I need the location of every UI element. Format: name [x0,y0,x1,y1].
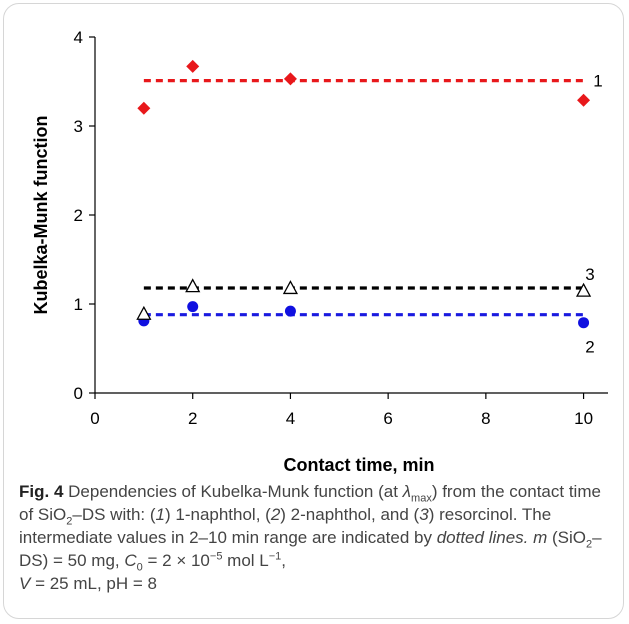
data-point-series-1 [577,93,591,107]
data-point-series-1 [137,101,151,115]
data-point-series-3 [185,278,201,293]
x-tick-label: 2 [188,409,197,428]
mean-lines [143,79,584,317]
data-point-series-1 [283,72,297,86]
data-point-series-3 [575,282,592,297]
y-tick-label: 0 [74,384,83,403]
labels: 1 2 3 [585,72,602,357]
figure-label: Fig. 4 [19,482,64,501]
y-tick-label: 1 [74,295,83,314]
figure-frame [3,3,624,619]
x-tick-label: 10 [574,409,593,428]
data-point-series-2 [578,317,590,329]
x-axis-title: Contact time, min [283,455,434,475]
figure-caption: Fig. 4 Dependencies of Kubelka-Munk func… [19,482,602,593]
x-tick-label: 6 [383,409,392,428]
markers [136,59,592,329]
y-tick-label: 4 [74,28,83,47]
x-tick-label: 4 [286,409,295,428]
series-label-3: 3 [585,265,594,284]
data-point-series-2 [187,301,199,313]
data-point-series-3 [282,280,299,295]
series-label-2: 2 [585,338,594,357]
data-point-series-1 [186,59,200,73]
series-label-1: 1 [593,72,602,91]
x-tick-label: 0 [90,409,99,428]
x-tick-label: 8 [481,409,490,428]
y-tick-label: 3 [74,117,83,136]
y-tick-label: 2 [74,206,83,225]
y-axis-title: Kubelka-Munk function [31,116,51,315]
data-point-series-2 [284,305,296,317]
axes: 0 1 2 3 4 0 2 4 6 8 10 [74,28,608,428]
data-point-series-3 [136,305,152,320]
